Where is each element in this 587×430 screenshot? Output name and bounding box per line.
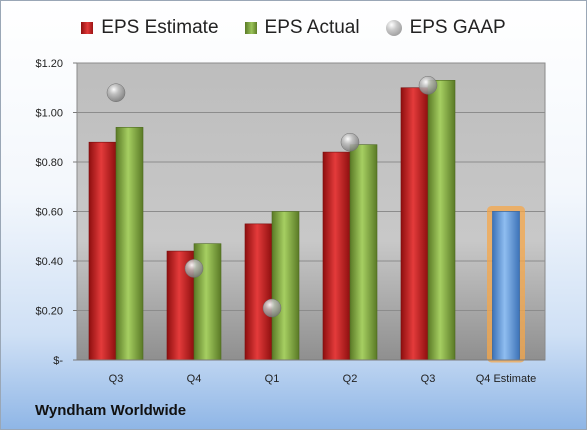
legend-swatch-eps-estimate xyxy=(81,22,94,34)
bar-eps-actual xyxy=(427,80,456,361)
y-tick-label: $1.00 xyxy=(35,108,63,120)
point-eps-gaap xyxy=(340,132,360,152)
point-eps-gaap xyxy=(418,76,438,95)
x-tick-label: Q3 xyxy=(109,373,124,385)
point-eps-gaap xyxy=(106,83,126,102)
x-tick-label: Q3 xyxy=(421,373,436,385)
bar-eps-estimate xyxy=(244,223,273,361)
x-tick-label: Q4 Estimate xyxy=(476,373,537,385)
y-tick-label: $0.80 xyxy=(35,157,63,169)
point-eps-gaap xyxy=(184,259,204,278)
legend-label-eps-actual: EPS Actual xyxy=(264,17,360,38)
legend-swatch-eps-actual xyxy=(244,22,257,34)
x-tick-label: Q2 xyxy=(343,373,358,385)
legend-label-eps-gaap: EPS GAAP xyxy=(409,17,506,38)
bar-eps-estimate-forecast xyxy=(492,211,520,361)
y-tick-label: $- xyxy=(53,355,63,367)
legend-swatch-eps-gaap xyxy=(385,20,402,36)
x-tick-label: Q4 xyxy=(187,373,202,385)
bar-eps-actual xyxy=(271,211,300,361)
legend-item-eps-gaap: EPS GAAP xyxy=(385,17,506,39)
y-tick-label: $0.40 xyxy=(35,256,63,268)
bar-eps-estimate xyxy=(400,87,429,361)
company-name: Wyndham Worldwide xyxy=(35,402,187,419)
bar-eps-estimate xyxy=(322,151,351,361)
bar-eps-estimate xyxy=(88,141,117,361)
y-tick-label: $1.20 xyxy=(35,58,63,70)
bar-eps-actual xyxy=(115,127,144,361)
bar-eps-actual xyxy=(349,144,378,361)
chart-legend: EPS Estimate EPS Actual EPS GAAP xyxy=(1,17,586,39)
legend-item-eps-estimate: EPS Estimate xyxy=(81,17,219,39)
y-tick-label: $0.20 xyxy=(35,306,63,318)
x-tick-label: Q1 xyxy=(265,373,280,385)
point-eps-gaap xyxy=(262,298,282,318)
legend-item-eps-actual: EPS Actual xyxy=(244,17,360,39)
legend-label-eps-estimate: EPS Estimate xyxy=(101,17,219,38)
y-tick-label: $0.60 xyxy=(35,207,63,219)
